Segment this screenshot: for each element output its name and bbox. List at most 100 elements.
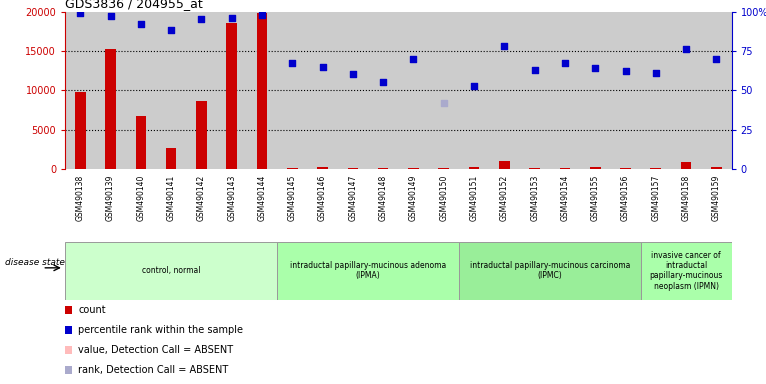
- Point: [650, 70, 662, 76]
- Point: [498, 43, 510, 49]
- Text: GSM490147: GSM490147: [349, 175, 358, 221]
- Point: [529, 67, 541, 73]
- Point: [377, 79, 389, 86]
- Point: [62, 347, 74, 353]
- Point: [225, 15, 237, 21]
- Text: GSM490148: GSM490148: [378, 175, 388, 221]
- Text: GSM490146: GSM490146: [318, 175, 327, 221]
- Bar: [65, 242, 277, 300]
- Bar: [277, 12, 307, 169]
- Bar: [671, 12, 701, 169]
- Text: GSM490159: GSM490159: [712, 175, 721, 221]
- Bar: [469, 167, 480, 169]
- Bar: [408, 168, 419, 169]
- Text: intraductal papillary-mucinous adenoma
(IPMA): intraductal papillary-mucinous adenoma (…: [290, 261, 446, 280]
- Text: control, normal: control, normal: [142, 266, 201, 275]
- Bar: [489, 12, 519, 169]
- Bar: [368, 12, 398, 169]
- Bar: [75, 92, 86, 169]
- Text: GSM490156: GSM490156: [621, 175, 630, 221]
- Text: GSM490151: GSM490151: [470, 175, 479, 221]
- Text: GSM490157: GSM490157: [651, 175, 660, 221]
- Bar: [701, 12, 732, 169]
- Bar: [227, 23, 237, 169]
- Bar: [338, 12, 368, 169]
- Point: [710, 56, 722, 62]
- Point: [589, 65, 601, 71]
- Bar: [156, 12, 186, 169]
- Text: GSM490153: GSM490153: [530, 175, 539, 221]
- Bar: [529, 167, 540, 169]
- Bar: [640, 12, 671, 169]
- Bar: [519, 12, 550, 169]
- Text: GSM490154: GSM490154: [561, 175, 569, 221]
- Point: [62, 306, 74, 313]
- Bar: [277, 242, 459, 300]
- Bar: [217, 12, 247, 169]
- Bar: [711, 167, 722, 169]
- Text: invasive cancer of
intraductal
papillary-mucinous
neoplasm (IPMN): invasive cancer of intraductal papillary…: [650, 251, 723, 291]
- Point: [165, 27, 177, 33]
- Point: [316, 63, 329, 70]
- Text: count: count: [78, 305, 106, 314]
- Text: GSM490149: GSM490149: [409, 175, 418, 221]
- Point: [74, 10, 87, 16]
- Bar: [550, 12, 580, 169]
- Bar: [126, 12, 156, 169]
- Text: value, Detection Call = ABSENT: value, Detection Call = ABSENT: [78, 345, 234, 355]
- Bar: [611, 12, 640, 169]
- Bar: [398, 12, 429, 169]
- Text: GSM490142: GSM490142: [197, 175, 206, 221]
- Text: GSM490141: GSM490141: [167, 175, 175, 221]
- Point: [620, 68, 632, 74]
- Bar: [590, 167, 601, 169]
- Text: GSM490152: GSM490152: [500, 175, 509, 221]
- Bar: [196, 101, 207, 169]
- Point: [437, 100, 450, 106]
- Bar: [136, 116, 146, 169]
- Bar: [186, 12, 217, 169]
- Text: GDS3836 / 204955_at: GDS3836 / 204955_at: [65, 0, 203, 10]
- Bar: [348, 168, 358, 169]
- Text: GSM490139: GSM490139: [106, 175, 115, 221]
- Bar: [378, 167, 388, 169]
- Text: GSM490155: GSM490155: [591, 175, 600, 221]
- Bar: [247, 12, 277, 169]
- Bar: [96, 12, 126, 169]
- Bar: [65, 12, 96, 169]
- Point: [680, 46, 692, 52]
- Text: GSM490143: GSM490143: [228, 175, 236, 221]
- Point: [135, 21, 147, 27]
- Bar: [580, 12, 611, 169]
- Text: GSM490145: GSM490145: [288, 175, 296, 221]
- Point: [408, 56, 420, 62]
- Text: GSM490138: GSM490138: [76, 175, 85, 221]
- Text: intraductal papillary-mucinous carcinoma
(IPMC): intraductal papillary-mucinous carcinoma…: [470, 261, 630, 280]
- Bar: [620, 168, 631, 169]
- Point: [558, 60, 571, 66]
- Bar: [459, 12, 489, 169]
- Bar: [165, 148, 176, 169]
- Bar: [459, 242, 640, 300]
- Point: [468, 83, 480, 89]
- Point: [256, 12, 268, 18]
- Text: disease state: disease state: [5, 258, 65, 266]
- Point: [286, 60, 299, 66]
- Point: [104, 13, 116, 19]
- Bar: [287, 168, 298, 169]
- Text: GSM490140: GSM490140: [136, 175, 146, 221]
- Bar: [257, 13, 267, 169]
- Point: [62, 367, 74, 374]
- Text: percentile rank within the sample: percentile rank within the sample: [78, 325, 244, 335]
- Bar: [317, 167, 328, 169]
- Bar: [650, 167, 661, 169]
- Point: [62, 327, 74, 333]
- Bar: [307, 12, 338, 169]
- Bar: [438, 168, 449, 169]
- Bar: [681, 162, 692, 169]
- Point: [347, 71, 359, 78]
- Bar: [429, 12, 459, 169]
- Bar: [105, 49, 116, 169]
- Text: GSM490150: GSM490150: [439, 175, 448, 221]
- Text: GSM490158: GSM490158: [682, 175, 691, 221]
